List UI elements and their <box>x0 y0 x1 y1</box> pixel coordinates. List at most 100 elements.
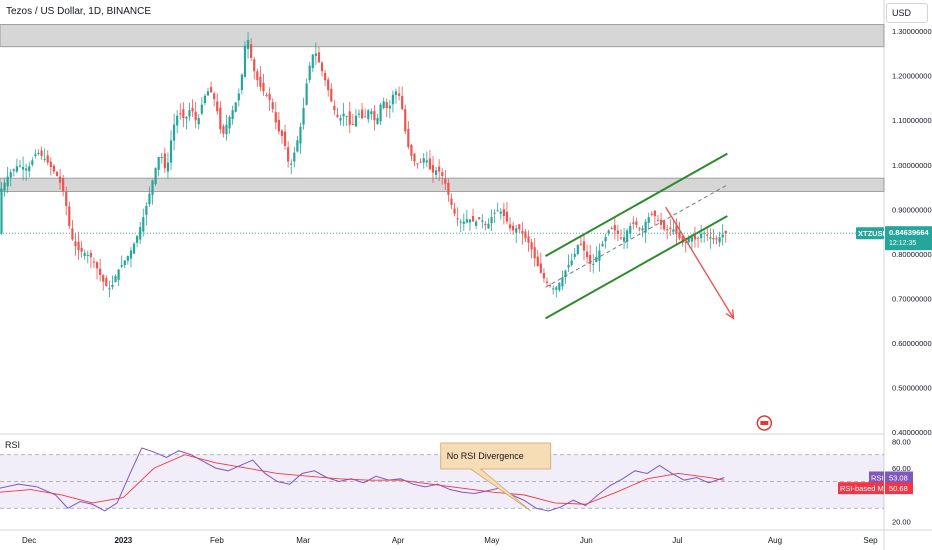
candle-body <box>626 230 629 242</box>
candle-body <box>589 254 592 264</box>
candle-body <box>576 244 579 255</box>
candle-body <box>277 119 280 132</box>
candle-body <box>18 165 22 167</box>
time-tick-label: May <box>484 536 499 545</box>
candle-body <box>465 219 468 223</box>
candle-body <box>521 231 524 234</box>
candle-body <box>259 76 262 87</box>
candle-body <box>496 210 499 212</box>
candle-body <box>505 211 509 222</box>
resistance-zone-0[interactable] <box>0 24 885 48</box>
candle-body <box>222 126 225 134</box>
candle-body <box>228 116 231 129</box>
channel-upper-line[interactable] <box>545 152 728 257</box>
candle-body <box>0 188 3 234</box>
rsi-value-badge <box>885 471 913 484</box>
candle-body <box>114 276 117 283</box>
candle-body <box>564 270 567 278</box>
candle-body <box>62 178 65 192</box>
channel-lower-line[interactable] <box>545 215 728 320</box>
candle-body <box>715 238 718 240</box>
candle-body <box>102 275 105 282</box>
candle-body <box>610 227 613 229</box>
candle-body <box>438 166 441 172</box>
candle-body <box>641 228 644 231</box>
candle-body <box>650 213 653 215</box>
candle-body <box>410 144 413 156</box>
candle-body <box>262 82 265 92</box>
candle-body <box>182 109 185 119</box>
candle-body <box>659 219 663 225</box>
candle-body <box>573 253 576 257</box>
candle-body <box>622 237 626 242</box>
candle-body <box>385 102 388 108</box>
candle-body <box>206 91 210 96</box>
candle-body <box>693 235 697 240</box>
divergence-callout[interactable] <box>440 442 552 512</box>
candle-body <box>441 172 444 176</box>
candle-body <box>721 234 724 238</box>
candle-body <box>524 231 527 239</box>
candle-body <box>533 247 536 259</box>
bearish-arrow-line[interactable] <box>665 206 735 319</box>
candle-body <box>293 152 296 162</box>
candle-body <box>268 93 271 101</box>
candle-body <box>129 250 133 259</box>
candle-body <box>21 167 25 170</box>
candle-body <box>308 65 311 81</box>
candle-body <box>345 115 348 117</box>
candle-body <box>86 254 89 256</box>
price-tick-label: 0.40000000 <box>892 428 932 437</box>
candle-body <box>456 218 459 220</box>
divergence-note-text: No RSI Divergence <box>447 451 524 461</box>
rsi-name-badge <box>869 471 884 484</box>
rsi-ma-name-label: RSI-based MA <box>840 484 889 493</box>
candle-body <box>246 40 250 49</box>
candle-body <box>684 242 687 244</box>
candle-body <box>243 45 247 78</box>
time-tick-label: Jul <box>672 536 682 545</box>
candle-body <box>687 238 690 243</box>
price-tick-label: 0.60000000 <box>892 339 932 348</box>
symbol-badge-label: XTZUSD <box>858 229 889 238</box>
candle-body <box>712 238 715 240</box>
candle-body <box>663 221 666 230</box>
candle-body <box>330 88 333 102</box>
candle-body <box>225 124 228 135</box>
currency-button[interactable]: USD <box>886 3 928 23</box>
candle-body <box>512 225 515 231</box>
candle-body <box>271 102 274 110</box>
candle-body <box>148 193 151 205</box>
candle-body <box>515 228 518 233</box>
candle-body <box>327 79 330 91</box>
time-tick-label: Jun <box>580 536 593 545</box>
candle-body <box>172 124 176 141</box>
rsi-tick-label: 80.00 <box>892 437 911 446</box>
price-tick-label: 1.20000000 <box>892 72 932 81</box>
candle-body <box>68 206 71 227</box>
bar-countdown: 12:12:35 <box>889 240 916 247</box>
price-tick-label: 0.50000000 <box>892 383 932 392</box>
candle-body <box>376 118 379 124</box>
candle-body <box>394 91 398 95</box>
candle-body <box>656 219 660 221</box>
candle-body <box>478 217 481 220</box>
time-tick-label: Sep <box>863 536 878 545</box>
candle-body <box>179 113 182 115</box>
candle-body <box>579 243 583 245</box>
candle-body <box>675 225 678 234</box>
candle-body <box>484 223 487 225</box>
candle-body <box>185 116 188 119</box>
candle-body <box>200 104 203 114</box>
candle-body <box>690 237 693 242</box>
candle-body <box>450 198 453 205</box>
candle-body <box>666 229 669 231</box>
candle-body <box>558 282 561 291</box>
rsi-value-label: 53.08 <box>889 473 908 482</box>
candle-body <box>139 227 142 240</box>
candle-body <box>431 165 435 173</box>
rsi-ma-value-badge <box>885 482 913 495</box>
price-tick-label: 0.90000000 <box>892 205 932 214</box>
candle-body <box>154 168 157 185</box>
